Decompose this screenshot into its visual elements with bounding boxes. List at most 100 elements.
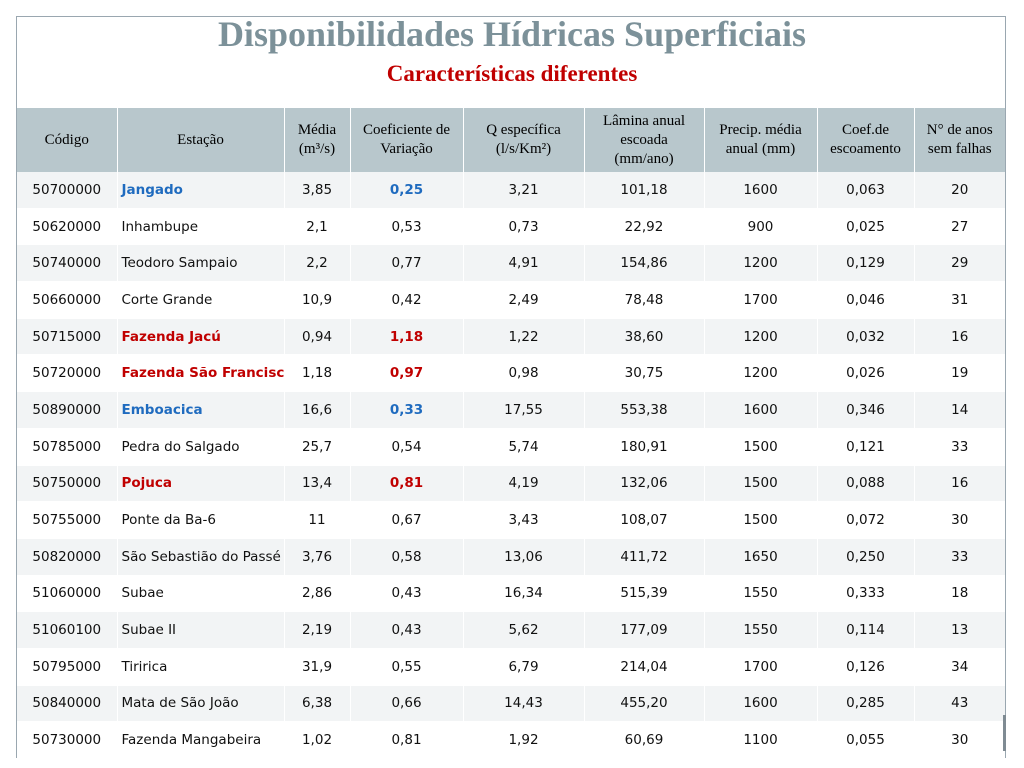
table-row: 50820000 São Sebastião do Passé 3,76 0,58 13… bbox=[17, 538, 1005, 576]
cell-cv: 0,54 bbox=[350, 428, 464, 465]
cell-coef: 0,129 bbox=[817, 244, 915, 282]
cell-cv: 0,42 bbox=[350, 281, 464, 319]
cell-anos: 18 bbox=[914, 575, 1005, 612]
cell-lamina: 515,39 bbox=[584, 575, 705, 612]
table-row: 50890000 Emboacica 16,6 0,33 17,55 553,38 1600… bbox=[17, 391, 1005, 429]
cell-codigo: 51060100 bbox=[17, 611, 118, 649]
cell-codigo: 50715000 bbox=[17, 318, 118, 355]
cell-codigo: 50730000 bbox=[17, 721, 118, 759]
cell-q: 4,19 bbox=[463, 465, 585, 502]
header-lamina: Lâmina anual escoada (mm/ano) bbox=[584, 108, 705, 172]
cell-q: 17,55 bbox=[463, 391, 585, 429]
header-q-especifica: Q específica (l/s/Km²) bbox=[463, 108, 585, 172]
cell-lamina: 30,75 bbox=[584, 354, 705, 392]
cell-q: 13,06 bbox=[463, 538, 585, 576]
cell-q: 1,22 bbox=[463, 318, 585, 355]
cell-lamina: 22,92 bbox=[584, 208, 705, 245]
cell-codigo: 50700000 bbox=[17, 172, 118, 209]
cell-lamina: 154,86 bbox=[584, 244, 705, 282]
cell-q: 0,73 bbox=[463, 208, 585, 245]
cell-coef: 0,250 bbox=[817, 538, 915, 576]
table-row: 50755000 Ponte da Ba-6 11 0,67 3,43 108,07 150… bbox=[17, 501, 1005, 539]
cell-precip: 900 bbox=[704, 208, 818, 245]
cell-codigo: 50720000 bbox=[17, 354, 118, 392]
cell-precip: 1550 bbox=[704, 575, 818, 612]
cell-estacao: Fazenda São Francisco bbox=[117, 354, 285, 392]
table-row: 50660000 Corte Grande 10,9 0,42 2,49 78,48 170… bbox=[17, 281, 1005, 319]
cell-precip: 1650 bbox=[704, 538, 818, 576]
table-row: 51060100 Subae II 2,19 0,43 5,62 177,09 1550 0,… bbox=[17, 611, 1005, 649]
cell-anos: 29 bbox=[914, 244, 1005, 282]
cell-lamina: 177,09 bbox=[584, 611, 705, 649]
cell-lamina: 553,38 bbox=[584, 391, 705, 429]
cell-codigo: 50890000 bbox=[17, 391, 118, 429]
table-row: 50750000 Pojuca 13,4 0,81 4,19 132,06 1500 0,08… bbox=[17, 465, 1005, 502]
cell-cv: 0,55 bbox=[350, 648, 464, 686]
cell-lamina: 78,48 bbox=[584, 281, 705, 319]
cell-media: 13,4 bbox=[284, 465, 351, 502]
cell-precip: 1200 bbox=[704, 244, 818, 282]
cell-cv: 0,77 bbox=[350, 244, 464, 282]
cell-anos: 31 bbox=[914, 281, 1005, 319]
cell-anos: 14 bbox=[914, 391, 1005, 429]
cell-media: 2,86 bbox=[284, 575, 351, 612]
cell-media: 2,19 bbox=[284, 611, 351, 649]
header-coef-escoamento: Coef.de escoamento bbox=[817, 108, 915, 172]
data-table: Código Estação Média (m³/s) Coeficiente d… bbox=[17, 108, 1005, 759]
cell-precip: 1700 bbox=[704, 281, 818, 319]
cell-media: 2,2 bbox=[284, 244, 351, 282]
table-row: 50795000 Tiririca 31,9 0,55 6,79 214,04 1700 0,… bbox=[17, 648, 1005, 686]
cell-codigo: 51060000 bbox=[17, 575, 118, 612]
cell-estacao: Pedra do Salgado bbox=[117, 428, 285, 465]
cell-estacao: Jangado bbox=[117, 172, 285, 209]
cell-estacao: São Sebastião do Passé bbox=[117, 538, 285, 576]
cell-codigo: 50620000 bbox=[17, 208, 118, 245]
cell-anos: 27 bbox=[914, 208, 1005, 245]
cell-lamina: 38,60 bbox=[584, 318, 705, 355]
cell-media: 25,7 bbox=[284, 428, 351, 465]
cell-codigo: 50755000 bbox=[17, 501, 118, 539]
cell-codigo: 50840000 bbox=[17, 685, 118, 722]
header-coef-variacao: Coeficiente de Variação bbox=[350, 108, 464, 172]
cell-codigo: 50820000 bbox=[17, 538, 118, 576]
cell-q: 0,98 bbox=[463, 354, 585, 392]
cell-precip: 1600 bbox=[704, 685, 818, 722]
cell-cv: 0,67 bbox=[350, 501, 464, 539]
cell-codigo: 50785000 bbox=[17, 428, 118, 465]
cell-q: 6,79 bbox=[463, 648, 585, 686]
cell-codigo: 50750000 bbox=[17, 465, 118, 502]
cell-estacao: Fazenda Jacú bbox=[117, 318, 285, 355]
cell-anos: 30 bbox=[914, 501, 1005, 539]
cell-anos: 16 bbox=[914, 318, 1005, 355]
cell-cv: 0,81 bbox=[350, 721, 464, 759]
cell-cv: 0,53 bbox=[350, 208, 464, 245]
table-row: 50785000 Pedra do Salgado 25,7 0,54 5,74 180,… bbox=[17, 428, 1005, 465]
cell-cv: 0,58 bbox=[350, 538, 464, 576]
header-codigo: Código bbox=[17, 108, 118, 172]
table-row: 50840000 Mata de São João 6,38 0,66 14,43 455… bbox=[17, 685, 1005, 722]
cell-codigo: 50740000 bbox=[17, 244, 118, 282]
cell-media: 6,38 bbox=[284, 685, 351, 722]
cell-cv: 1,18 bbox=[350, 318, 464, 355]
cell-estacao: Subae II bbox=[117, 611, 285, 649]
cell-coef: 0,025 bbox=[817, 208, 915, 245]
cell-media: 11 bbox=[284, 501, 351, 539]
cell-cv: 0,25 bbox=[350, 172, 464, 209]
cell-lamina: 60,69 bbox=[584, 721, 705, 759]
cell-precip: 1500 bbox=[704, 501, 818, 539]
cell-lamina: 101,18 bbox=[584, 172, 705, 209]
edge-bar bbox=[1003, 715, 1006, 751]
header-precip: Precip. média anual (mm) bbox=[704, 108, 818, 172]
cell-media: 10,9 bbox=[284, 281, 351, 319]
cell-coef: 0,114 bbox=[817, 611, 915, 649]
cell-anos: 33 bbox=[914, 538, 1005, 576]
cell-media: 16,6 bbox=[284, 391, 351, 429]
cell-anos: 20 bbox=[914, 172, 1005, 209]
table-row: 50715000 Fazenda Jacú 0,94 1,18 1,22 38,60 120… bbox=[17, 318, 1005, 355]
cell-estacao: Subae bbox=[117, 575, 285, 612]
cell-cv: 0,43 bbox=[350, 575, 464, 612]
cell-estacao: Inhambupe bbox=[117, 208, 285, 245]
cell-lamina: 108,07 bbox=[584, 501, 705, 539]
cell-anos: 13 bbox=[914, 611, 1005, 649]
cell-q: 5,62 bbox=[463, 611, 585, 649]
